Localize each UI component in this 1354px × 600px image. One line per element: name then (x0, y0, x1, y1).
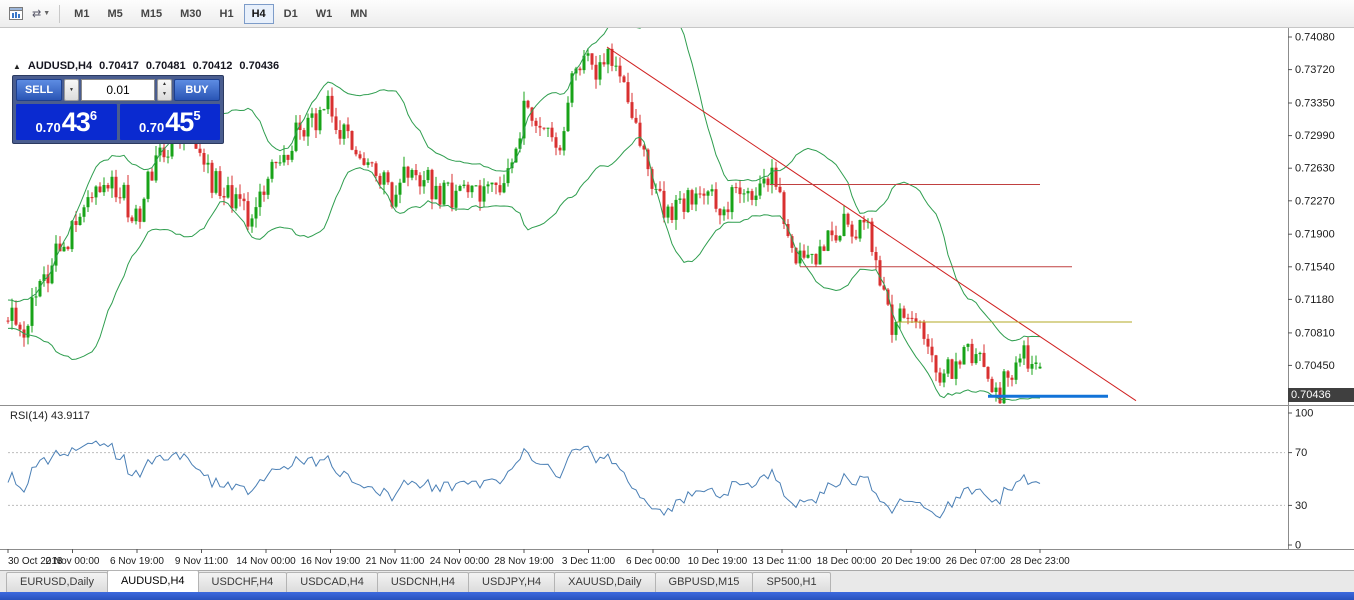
timeframe-h1[interactable]: H1 (212, 4, 242, 24)
chart-tab-usdcnh-h4[interactable]: USDCNH,H4 (376, 572, 470, 592)
mini-chart-glyph (9, 7, 23, 20)
chart-tab-usdjpy-h4[interactable]: USDJPY,H4 (468, 572, 556, 592)
volume-dropdown-button[interactable]: ▼ (64, 79, 79, 101)
one-click-controls-row: SELL ▼ ▲ ▼ BUY (16, 79, 220, 101)
ohlc-header: ▲ AUDUSD,H4 0.70417 0.70481 0.70412 0.70… (13, 60, 279, 72)
rsi-label: RSI(14) 43.9117 (10, 410, 90, 422)
chart-tab-sp500-h1[interactable]: SP500,H1 (752, 572, 831, 592)
chart-symbol-label: AUDUSD,H4 (27, 60, 93, 72)
sell-price-point: 6 (89, 107, 98, 123)
chart-tab-xauusd-daily[interactable]: XAUUSD,Daily (554, 572, 656, 592)
candles-layer (6, 43, 1042, 404)
stepper-up-icon[interactable]: ▲ (162, 81, 167, 87)
timeframe-toolbar: M1 M5 M15 M30 H1 H4 D1 W1 MN (65, 3, 376, 24)
price-axis-label: 0.71900 (1295, 229, 1335, 241)
one-click-prices-row: 0.70 43 6 0.70 45 5 (16, 104, 220, 140)
time-axis-label: 2 Nov 00:00 (46, 556, 100, 567)
price-axis-label: 0.70450 (1295, 360, 1335, 372)
timeframe-mn[interactable]: MN (342, 4, 375, 24)
timeframe-m30[interactable]: M30 (172, 4, 209, 24)
descending-trendline[interactable] (606, 46, 1137, 402)
time-axis-label: 28 Dec 23:00 (1010, 556, 1070, 567)
rsi-axis-label: 30 (1295, 500, 1307, 512)
price-axis-label: 0.72990 (1295, 130, 1335, 142)
time-axis-label: 24 Nov 00:00 (430, 556, 490, 567)
chart-tab-usdchf-h4[interactable]: USDCHF,H4 (197, 572, 288, 592)
buy-price-prefix: 0.70 (138, 119, 165, 135)
toolbar-separator (59, 4, 61, 23)
time-axis-label: 28 Nov 19:00 (494, 556, 554, 567)
drawings-layer (606, 46, 1137, 402)
buy-price-pips: 45 (165, 106, 194, 137)
price-axis-label: 0.73350 (1295, 98, 1335, 110)
price-axis-label: 0.72630 (1295, 163, 1335, 175)
rsi-layer (7, 440, 1285, 519)
chart-tab-audusd-h4[interactable]: AUDUSD,H4 (106, 570, 199, 592)
time-axis-label: 9 Nov 11:00 (175, 556, 229, 567)
time-axis-label: 26 Dec 07:00 (946, 556, 1006, 567)
time-axis-label: 18 Dec 00:00 (817, 556, 877, 567)
chart-canvas[interactable]: 0.74080 0.73720 0.73350 0.72990 0.72630 0.722… (0, 28, 1354, 570)
sell-price-pips: 43 (61, 106, 91, 137)
stepper-down-icon[interactable]: ▼ (162, 91, 167, 97)
price-axis-label: 0.70810 (1295, 327, 1335, 339)
buy-price-display[interactable]: 0.70 45 5 (119, 104, 220, 140)
sell-button[interactable]: SELL (16, 79, 62, 101)
chart-window-icon[interactable] (4, 4, 28, 24)
timeframe-w1[interactable]: W1 (308, 4, 341, 24)
time-axis-label: 20 Dec 19:00 (881, 556, 941, 567)
status-strip (0, 592, 1354, 600)
time-axis-label: 13 Dec 11:00 (753, 556, 812, 567)
timeframe-m5[interactable]: M5 (99, 4, 130, 24)
price-axis-label: 0.71540 (1295, 261, 1335, 273)
one-click-collapse-icon[interactable]: ▲ (13, 61, 21, 71)
timeframe-h4[interactable]: H4 (243, 3, 274, 24)
chart-tabs-bar: EURUSD,Daily AUDUSD,H4 USDCHF,H4 USDCAD,H4 U… (0, 570, 1354, 592)
ohlc-low: 0.70412 (192, 60, 233, 72)
sell-price-display[interactable]: 0.70 43 6 (16, 104, 117, 140)
price-axis-label: 0.73720 (1295, 64, 1335, 76)
sell-price-prefix: 0.70 (35, 119, 61, 135)
chart-tab-usdcad-h4[interactable]: USDCAD,H4 (286, 572, 378, 592)
price-axis-label: 0.74080 (1295, 32, 1335, 44)
volume-stepper[interactable]: ▲ ▼ (157, 79, 172, 101)
buy-button[interactable]: BUY (174, 79, 220, 101)
scroll-tools-dropdown-icon[interactable]: ⇄ ▼ (28, 4, 54, 24)
time-axis-label: 16 Nov 19:00 (301, 556, 361, 567)
rsi-axis-label: 100 (1295, 408, 1313, 420)
arrows-icon: ⇄ (32, 8, 42, 20)
rsi-axis-label: 0 (1295, 540, 1301, 552)
time-axis-label: 6 Nov 19:00 (110, 556, 164, 567)
one-click-trading-panel: SELL ▼ ▲ ▼ BUY 0.70 43 6 0.70 45 5 (12, 75, 224, 144)
price-axis-label: 0.72270 (1295, 195, 1335, 207)
ohlc-open: 0.70417 (99, 60, 139, 72)
timeframe-m15[interactable]: M15 (133, 4, 170, 24)
rsi-line (7, 440, 1041, 519)
chart-tab-eurusd-daily[interactable]: EURUSD,Daily (6, 572, 108, 592)
chart-area: 0.74080 0.73720 0.73350 0.72990 0.72630 0.722… (0, 28, 1354, 570)
time-axis-label: 3 Dec 11:00 (562, 556, 616, 567)
chevron-down-icon: ▼ (43, 10, 51, 17)
volume-input[interactable] (81, 79, 155, 101)
price-axis-label: 0.71180 (1295, 294, 1334, 306)
chart-tab-gbpusd-m15[interactable]: GBPUSD,M15 (654, 572, 754, 592)
timeframe-m1[interactable]: M1 (66, 4, 97, 24)
buy-price-point: 5 (193, 107, 201, 123)
current-price-badge: 0.70436 (1288, 387, 1354, 402)
time-axis-label: 21 Nov 11:00 (366, 556, 425, 567)
ohlc-high: 0.70481 (145, 60, 186, 72)
time-axis-label: 14 Nov 00:00 (236, 556, 296, 567)
toolbar: ⇄ ▼ M1 M5 M15 M30 H1 H4 D1 W1 MN (0, 0, 1354, 28)
timeframe-d1[interactable]: D1 (276, 4, 306, 24)
ohlc-close: 0.70436 (239, 60, 280, 72)
time-axis-label: 30 Oct 2018 (8, 556, 63, 567)
time-axis-label: 6 Dec 00:00 (626, 556, 680, 567)
rsi-axis-label: 70 (1295, 447, 1307, 459)
time-axis-label: 10 Dec 19:00 (688, 556, 748, 567)
